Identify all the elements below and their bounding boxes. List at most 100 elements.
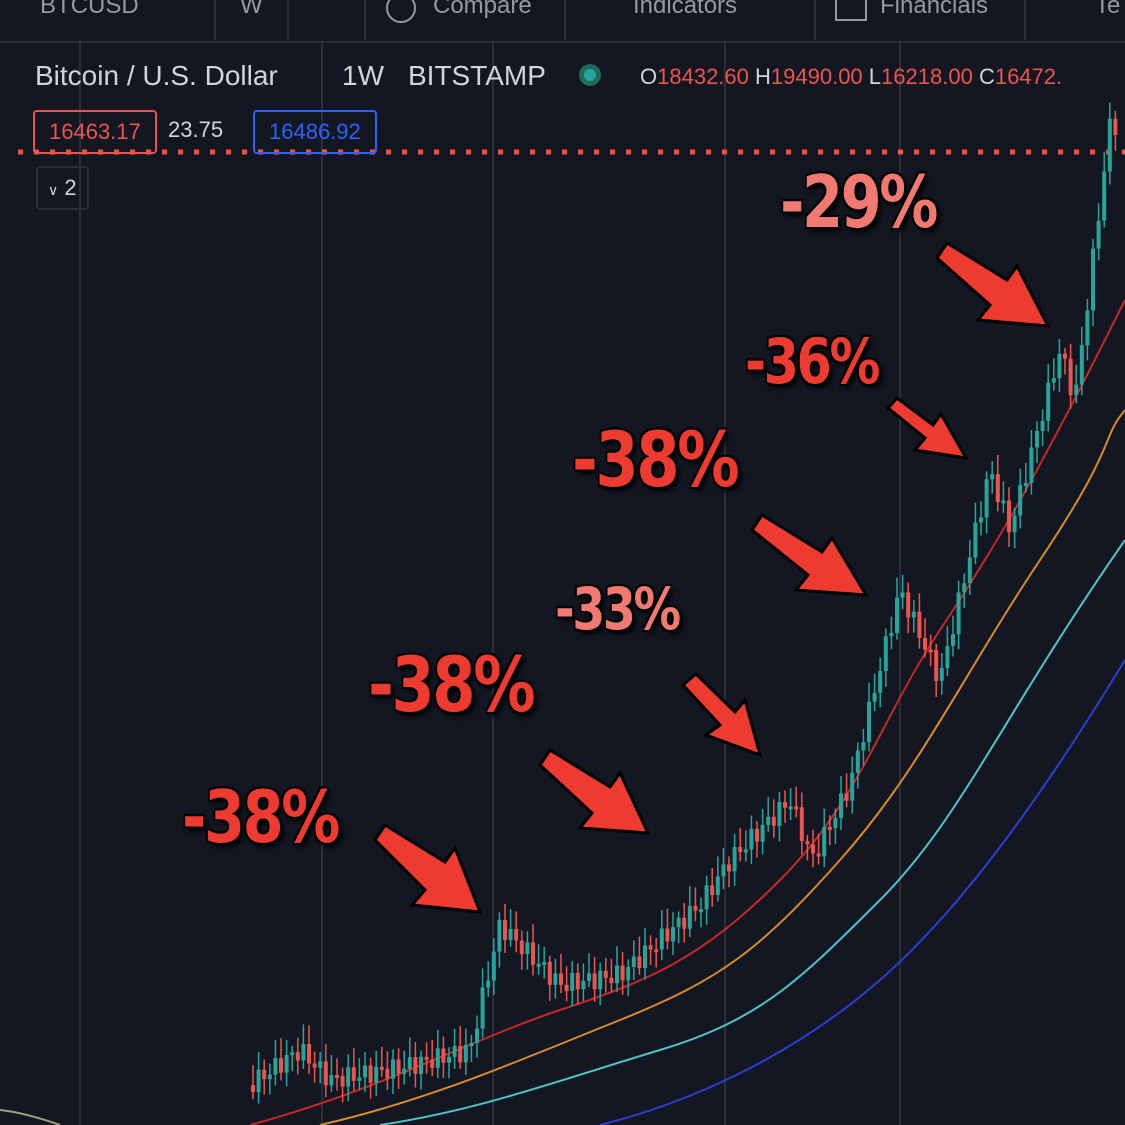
candle-body bbox=[1001, 500, 1006, 504]
indicators-button[interactable]: Indicators bbox=[633, 0, 738, 19]
candle-body bbox=[335, 1074, 339, 1078]
candle-body bbox=[463, 1044, 468, 1063]
candle-body bbox=[391, 1059, 395, 1079]
candle-body bbox=[1079, 345, 1084, 385]
candle-body bbox=[850, 772, 855, 801]
compare-icon bbox=[386, 0, 416, 23]
candle-body bbox=[603, 970, 608, 978]
toolbar-button[interactable]: Te bbox=[1095, 0, 1121, 19]
candle-body bbox=[284, 1055, 289, 1073]
candle-body bbox=[262, 1069, 267, 1080]
candle-body bbox=[251, 1085, 255, 1093]
candle-body bbox=[839, 793, 843, 819]
candle-body bbox=[794, 806, 799, 810]
candle-body bbox=[934, 649, 939, 681]
candle-body bbox=[895, 597, 899, 633]
candle-body bbox=[967, 557, 972, 584]
candle-body bbox=[743, 849, 748, 853]
candle-body bbox=[973, 522, 978, 558]
ohlc-value: 16218.00 bbox=[881, 64, 973, 89]
candle-body bbox=[312, 1063, 317, 1068]
candle-body bbox=[855, 750, 860, 773]
candle-body bbox=[671, 927, 675, 942]
candle-body bbox=[1102, 171, 1107, 221]
candle-body bbox=[822, 826, 827, 857]
candle-body bbox=[318, 1061, 323, 1068]
candle-body bbox=[508, 928, 513, 940]
candle-body bbox=[682, 917, 687, 929]
ohlc-label: L bbox=[868, 64, 882, 89]
ohlc-label: H bbox=[755, 64, 771, 89]
candle-body bbox=[693, 905, 698, 911]
candle-body bbox=[368, 1065, 373, 1083]
candle-body bbox=[475, 1028, 479, 1044]
candle-body bbox=[659, 928, 664, 950]
candle-body bbox=[1096, 220, 1101, 249]
candle-body bbox=[379, 1066, 384, 1070]
buy-button[interactable]: 16486.92 bbox=[253, 110, 377, 154]
ma-line bbox=[379, 539, 1125, 1125]
candle-body bbox=[654, 949, 659, 953]
compare-button[interactable]: Compare bbox=[433, 0, 532, 19]
candle-body bbox=[906, 592, 911, 618]
annotation: -33% bbox=[555, 575, 681, 643]
candle-body bbox=[598, 970, 603, 990]
candle-body bbox=[553, 973, 558, 985]
ma-line bbox=[0, 1109, 61, 1125]
candle-body bbox=[687, 905, 692, 929]
arrow bbox=[749, 512, 869, 597]
toolbar-separators bbox=[214, 0, 1026, 40]
interval-button[interactable]: W bbox=[240, 0, 263, 19]
candle-body bbox=[928, 649, 933, 653]
ohlc-value: 18432.60 bbox=[657, 64, 749, 89]
candle-body bbox=[962, 583, 967, 593]
candle-body bbox=[273, 1058, 278, 1075]
candle-body bbox=[587, 973, 591, 981]
sell-button[interactable]: 16463.17 bbox=[33, 110, 157, 154]
symbol-title: Bitcoin / U.S. Dollar bbox=[35, 60, 278, 91]
candle-body bbox=[413, 1057, 418, 1074]
candle-body bbox=[402, 1068, 407, 1074]
candle-body bbox=[267, 1074, 272, 1080]
candle-body bbox=[357, 1077, 362, 1081]
candle-body bbox=[385, 1068, 390, 1079]
candle-body bbox=[833, 818, 838, 829]
symbol-button[interactable]: BTCUSD bbox=[40, 0, 139, 19]
candle-body bbox=[1023, 482, 1028, 486]
candle-body bbox=[827, 826, 832, 830]
candle-body bbox=[480, 987, 485, 1029]
candle-body bbox=[469, 1043, 474, 1047]
candle-body bbox=[995, 474, 1000, 502]
candle-body bbox=[861, 742, 866, 751]
candle-body bbox=[374, 1066, 379, 1083]
candle-body bbox=[542, 961, 547, 965]
indicators-toggle[interactable]: ∨ 2 bbox=[36, 166, 89, 210]
candle-body bbox=[1068, 358, 1073, 396]
candle-body bbox=[279, 1058, 283, 1073]
candle-body bbox=[419, 1056, 423, 1074]
candle-body bbox=[301, 1043, 306, 1061]
candle-body bbox=[1107, 118, 1112, 172]
candle-body bbox=[637, 956, 642, 968]
candle-body bbox=[676, 917, 681, 928]
status-dot bbox=[584, 69, 596, 81]
candle-body bbox=[441, 1048, 446, 1063]
candle-body bbox=[1018, 484, 1023, 516]
financials-button[interactable]: Financials bbox=[880, 0, 989, 19]
candle-body bbox=[979, 517, 983, 523]
candle-body bbox=[424, 1056, 429, 1060]
candles bbox=[251, 102, 1118, 1104]
candle-body bbox=[363, 1065, 367, 1078]
candle-body bbox=[648, 945, 653, 950]
grid bbox=[79, 40, 901, 1125]
candle-body bbox=[867, 701, 871, 743]
candle-body bbox=[564, 984, 569, 991]
candle-body bbox=[704, 885, 709, 910]
candle-body bbox=[984, 479, 989, 518]
candle-body bbox=[777, 801, 782, 826]
candle-body bbox=[295, 1052, 300, 1061]
candle-body bbox=[1113, 118, 1118, 135]
ohlc-value: 16472. bbox=[994, 64, 1063, 89]
candle-body bbox=[396, 1059, 401, 1074]
